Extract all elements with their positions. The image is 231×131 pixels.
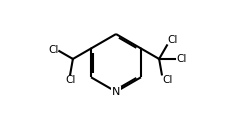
Text: Cl: Cl xyxy=(65,75,75,86)
Text: Cl: Cl xyxy=(175,54,185,64)
Text: Cl: Cl xyxy=(161,75,172,86)
Text: Cl: Cl xyxy=(48,45,58,55)
Text: N: N xyxy=(111,87,120,97)
Text: Cl: Cl xyxy=(167,35,177,45)
